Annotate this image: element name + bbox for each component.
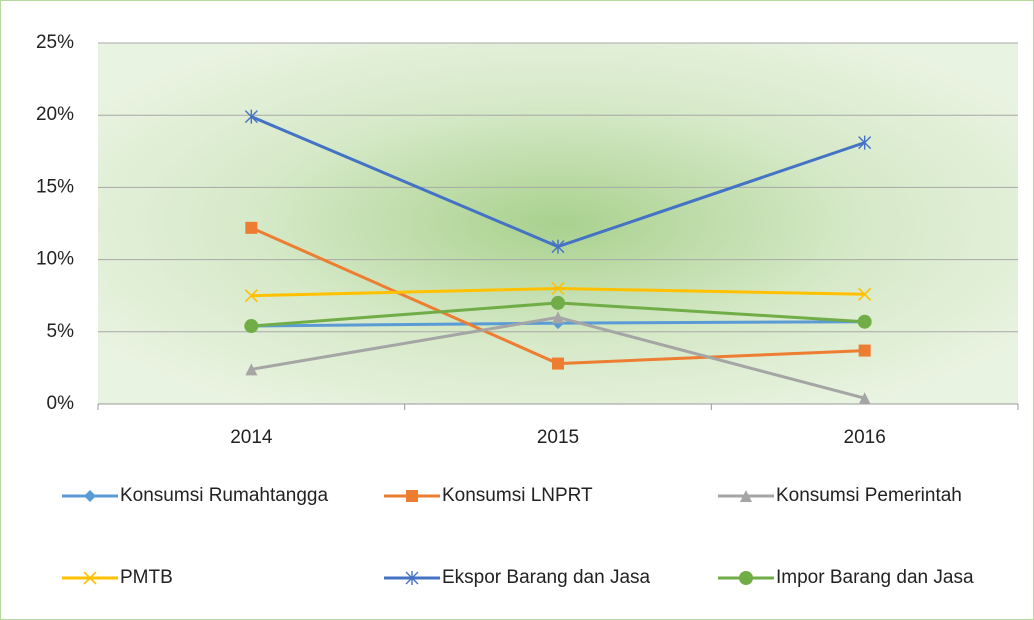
marker <box>552 311 564 324</box>
marker <box>552 357 564 370</box>
marker <box>858 392 871 405</box>
marker <box>245 363 258 376</box>
y-tick-label: 10% <box>36 249 74 270</box>
legend-label: Konsumsi Pemerintah <box>776 485 962 506</box>
legend-marker <box>740 490 752 502</box>
legend-label: Konsumsi Rumahtangga <box>120 485 328 506</box>
legend-marker <box>739 571 753 585</box>
x-tick-label: 2014 <box>230 427 273 448</box>
legend-label: PMTB <box>120 567 173 588</box>
legend-label: Ekspor Barang dan Jasa <box>442 567 651 588</box>
marker <box>551 239 565 254</box>
legend-marker <box>405 571 419 585</box>
y-tick-label: 0% <box>47 393 75 414</box>
y-tick-label: 20% <box>36 104 74 125</box>
y-tick-label: 5% <box>47 321 75 342</box>
y-tick-label: 15% <box>36 176 74 197</box>
legend-marker <box>406 490 418 502</box>
y-tick-label: 25% <box>36 32 74 53</box>
legend-marker <box>84 490 96 502</box>
marker <box>858 287 872 301</box>
legend-marker <box>83 571 97 585</box>
marker <box>244 109 258 124</box>
marker <box>244 289 258 303</box>
legend-label: Impor Barang dan Jasa <box>776 567 974 588</box>
marker <box>858 344 871 357</box>
marker <box>244 319 259 334</box>
plot-area <box>98 43 1018 404</box>
x-tick-label: 2016 <box>844 427 886 448</box>
marker <box>857 314 872 329</box>
legend-label: Konsumsi LNPRT <box>442 485 593 506</box>
marker <box>551 281 565 296</box>
x-tick-label: 2015 <box>537 427 579 448</box>
marker <box>858 135 872 150</box>
marker <box>551 295 565 310</box>
marker <box>245 221 258 234</box>
